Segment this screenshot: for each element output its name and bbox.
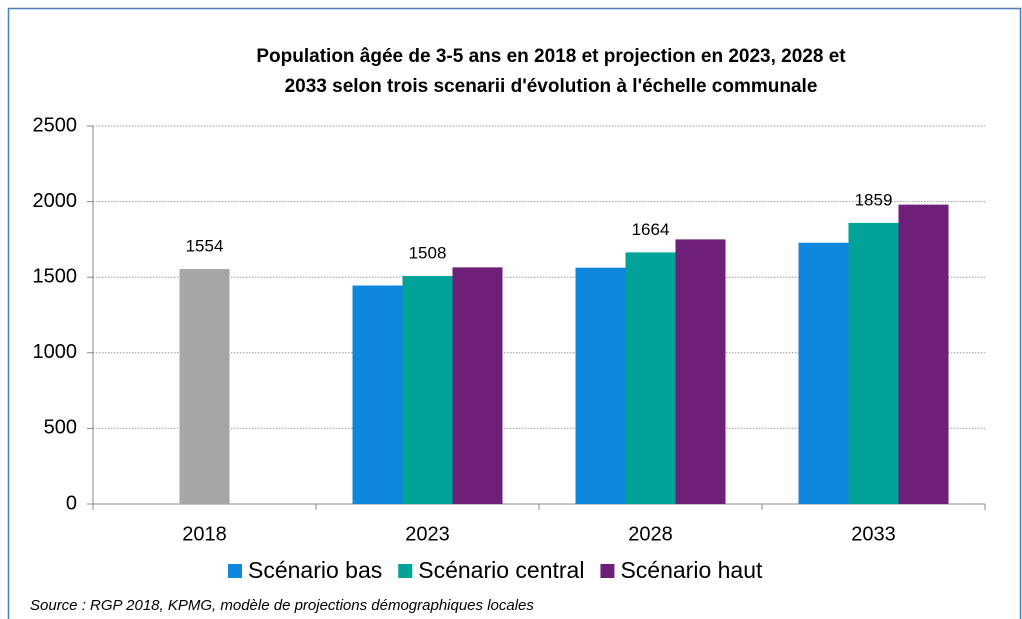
- y-tick-label: 0: [66, 492, 77, 514]
- data-label: 1664: [632, 220, 670, 239]
- bar: [179, 269, 230, 504]
- bar: [675, 239, 726, 504]
- bar: [402, 275, 453, 504]
- x-tick-label: 2033: [851, 523, 896, 545]
- y-tick-label: 2000: [33, 190, 78, 212]
- bar: [898, 204, 949, 504]
- data-label: 1859: [855, 190, 893, 209]
- bar: [798, 242, 849, 505]
- legend-swatch: [398, 564, 413, 578]
- bar: [625, 252, 676, 504]
- x-tick-label: 2023: [405, 523, 450, 545]
- y-tick-label: 1000: [33, 341, 78, 363]
- bar: [575, 267, 626, 504]
- source-note: Source : RGP 2018, KPMG, modèle de proje…: [30, 597, 534, 614]
- bar: [452, 267, 503, 504]
- legend-label: Scénario haut: [620, 557, 763, 583]
- bar: [848, 222, 899, 505]
- chart-title: Population âgée de 3-5 ans en 2018 et pr…: [256, 46, 846, 67]
- chart-title: 2033 selon trois scenarii d'évolution à …: [285, 76, 818, 97]
- y-tick-label: 500: [44, 417, 77, 439]
- bar: [352, 285, 403, 504]
- legend-label: Scénario central: [418, 557, 584, 583]
- data-label: 1508: [409, 243, 447, 262]
- y-tick-label: 1500: [33, 265, 78, 287]
- data-label: 1554: [186, 237, 224, 256]
- x-tick-label: 2028: [628, 523, 673, 545]
- legend-swatch: [228, 564, 242, 578]
- y-tick-label: 2500: [33, 114, 78, 136]
- legend-swatch: [600, 564, 615, 578]
- legend-label: Scénario bas: [248, 557, 382, 583]
- x-tick-label: 2018: [182, 523, 227, 545]
